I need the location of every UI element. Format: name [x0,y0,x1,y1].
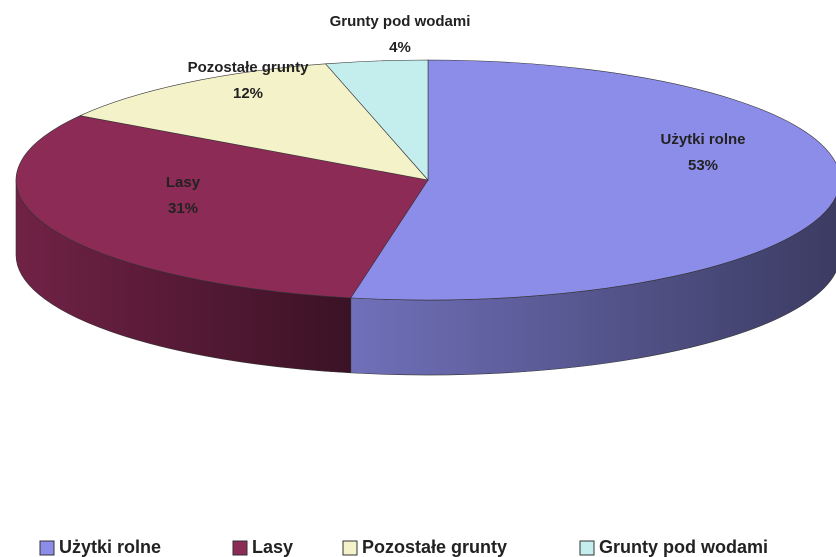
legend-swatch [232,540,248,556]
data-label-value: 12% [233,85,263,102]
legend-swatch [342,540,358,556]
data-label-name: Pozostałe grunty [188,59,310,76]
slice [324,59,429,181]
legend-swatch [579,540,595,556]
data-label-value: 31% [168,200,198,217]
data-label-value: 53% [688,157,718,174]
legend-swatch [39,540,55,556]
legend-label: Pozostałe grunty [362,537,507,557]
slice [350,59,836,301]
data-label-name: Lasy [166,174,201,191]
data-label-value: 4% [389,39,411,56]
data-label-name: Grunty pod wodami [330,13,471,30]
data-label-name: Użytki rolne [660,131,745,148]
legend-label: Użytki rolne [59,537,161,557]
slice [79,63,429,181]
legend-label: Lasy [252,537,293,557]
legend-label: Grunty pod wodami [599,537,768,557]
